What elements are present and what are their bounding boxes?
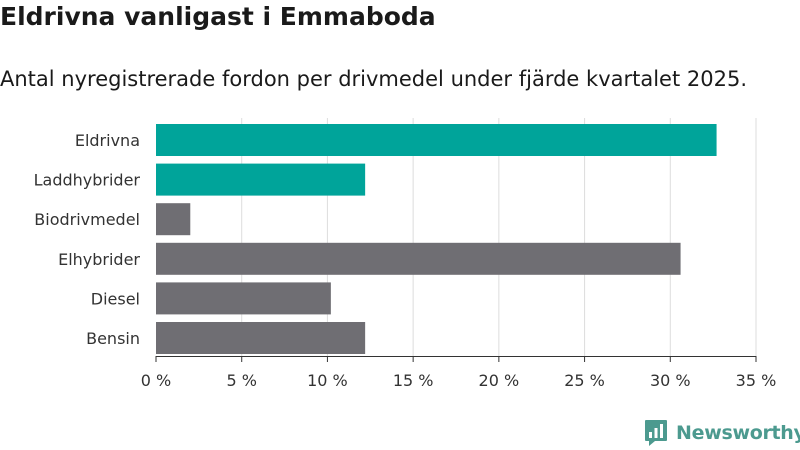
x-tick-label: 5 % xyxy=(226,371,256,390)
category-label: Elhybrider xyxy=(58,250,140,269)
bar-eldrivna xyxy=(156,124,717,156)
brand-logo-block: Newsworthy xyxy=(644,419,800,447)
chart-subtitle: Antal nyregistrerade fordon per drivmede… xyxy=(0,67,748,91)
bar-elhybrider xyxy=(156,242,681,275)
bar-bensin xyxy=(156,322,366,354)
bar-biodrivmedel xyxy=(156,203,191,236)
x-tick-label: 15 % xyxy=(393,371,434,390)
bar-diesel xyxy=(156,282,331,315)
newsworthy-logo-icon xyxy=(645,420,667,446)
x-tick-label: 10 % xyxy=(307,371,348,390)
category-label: Bensin xyxy=(86,329,140,348)
category-label: Eldrivna xyxy=(75,131,140,150)
x-tick-label: 35 % xyxy=(736,371,777,390)
chart-title: Eldrivna vanligast i Emmaboda xyxy=(0,2,436,31)
x-tick-label: 0 % xyxy=(141,371,171,390)
category-label: Diesel xyxy=(91,289,140,308)
x-tick-label: 25 % xyxy=(564,371,605,390)
category-label: Biodrivmedel xyxy=(34,210,140,229)
brand-name: Newsworthy xyxy=(676,422,800,444)
x-tick-label: 20 % xyxy=(479,371,520,390)
x-tick-label: 30 % xyxy=(650,371,691,390)
bar-laddhybrider xyxy=(156,163,366,196)
category-label: Laddhybrider xyxy=(34,171,141,190)
